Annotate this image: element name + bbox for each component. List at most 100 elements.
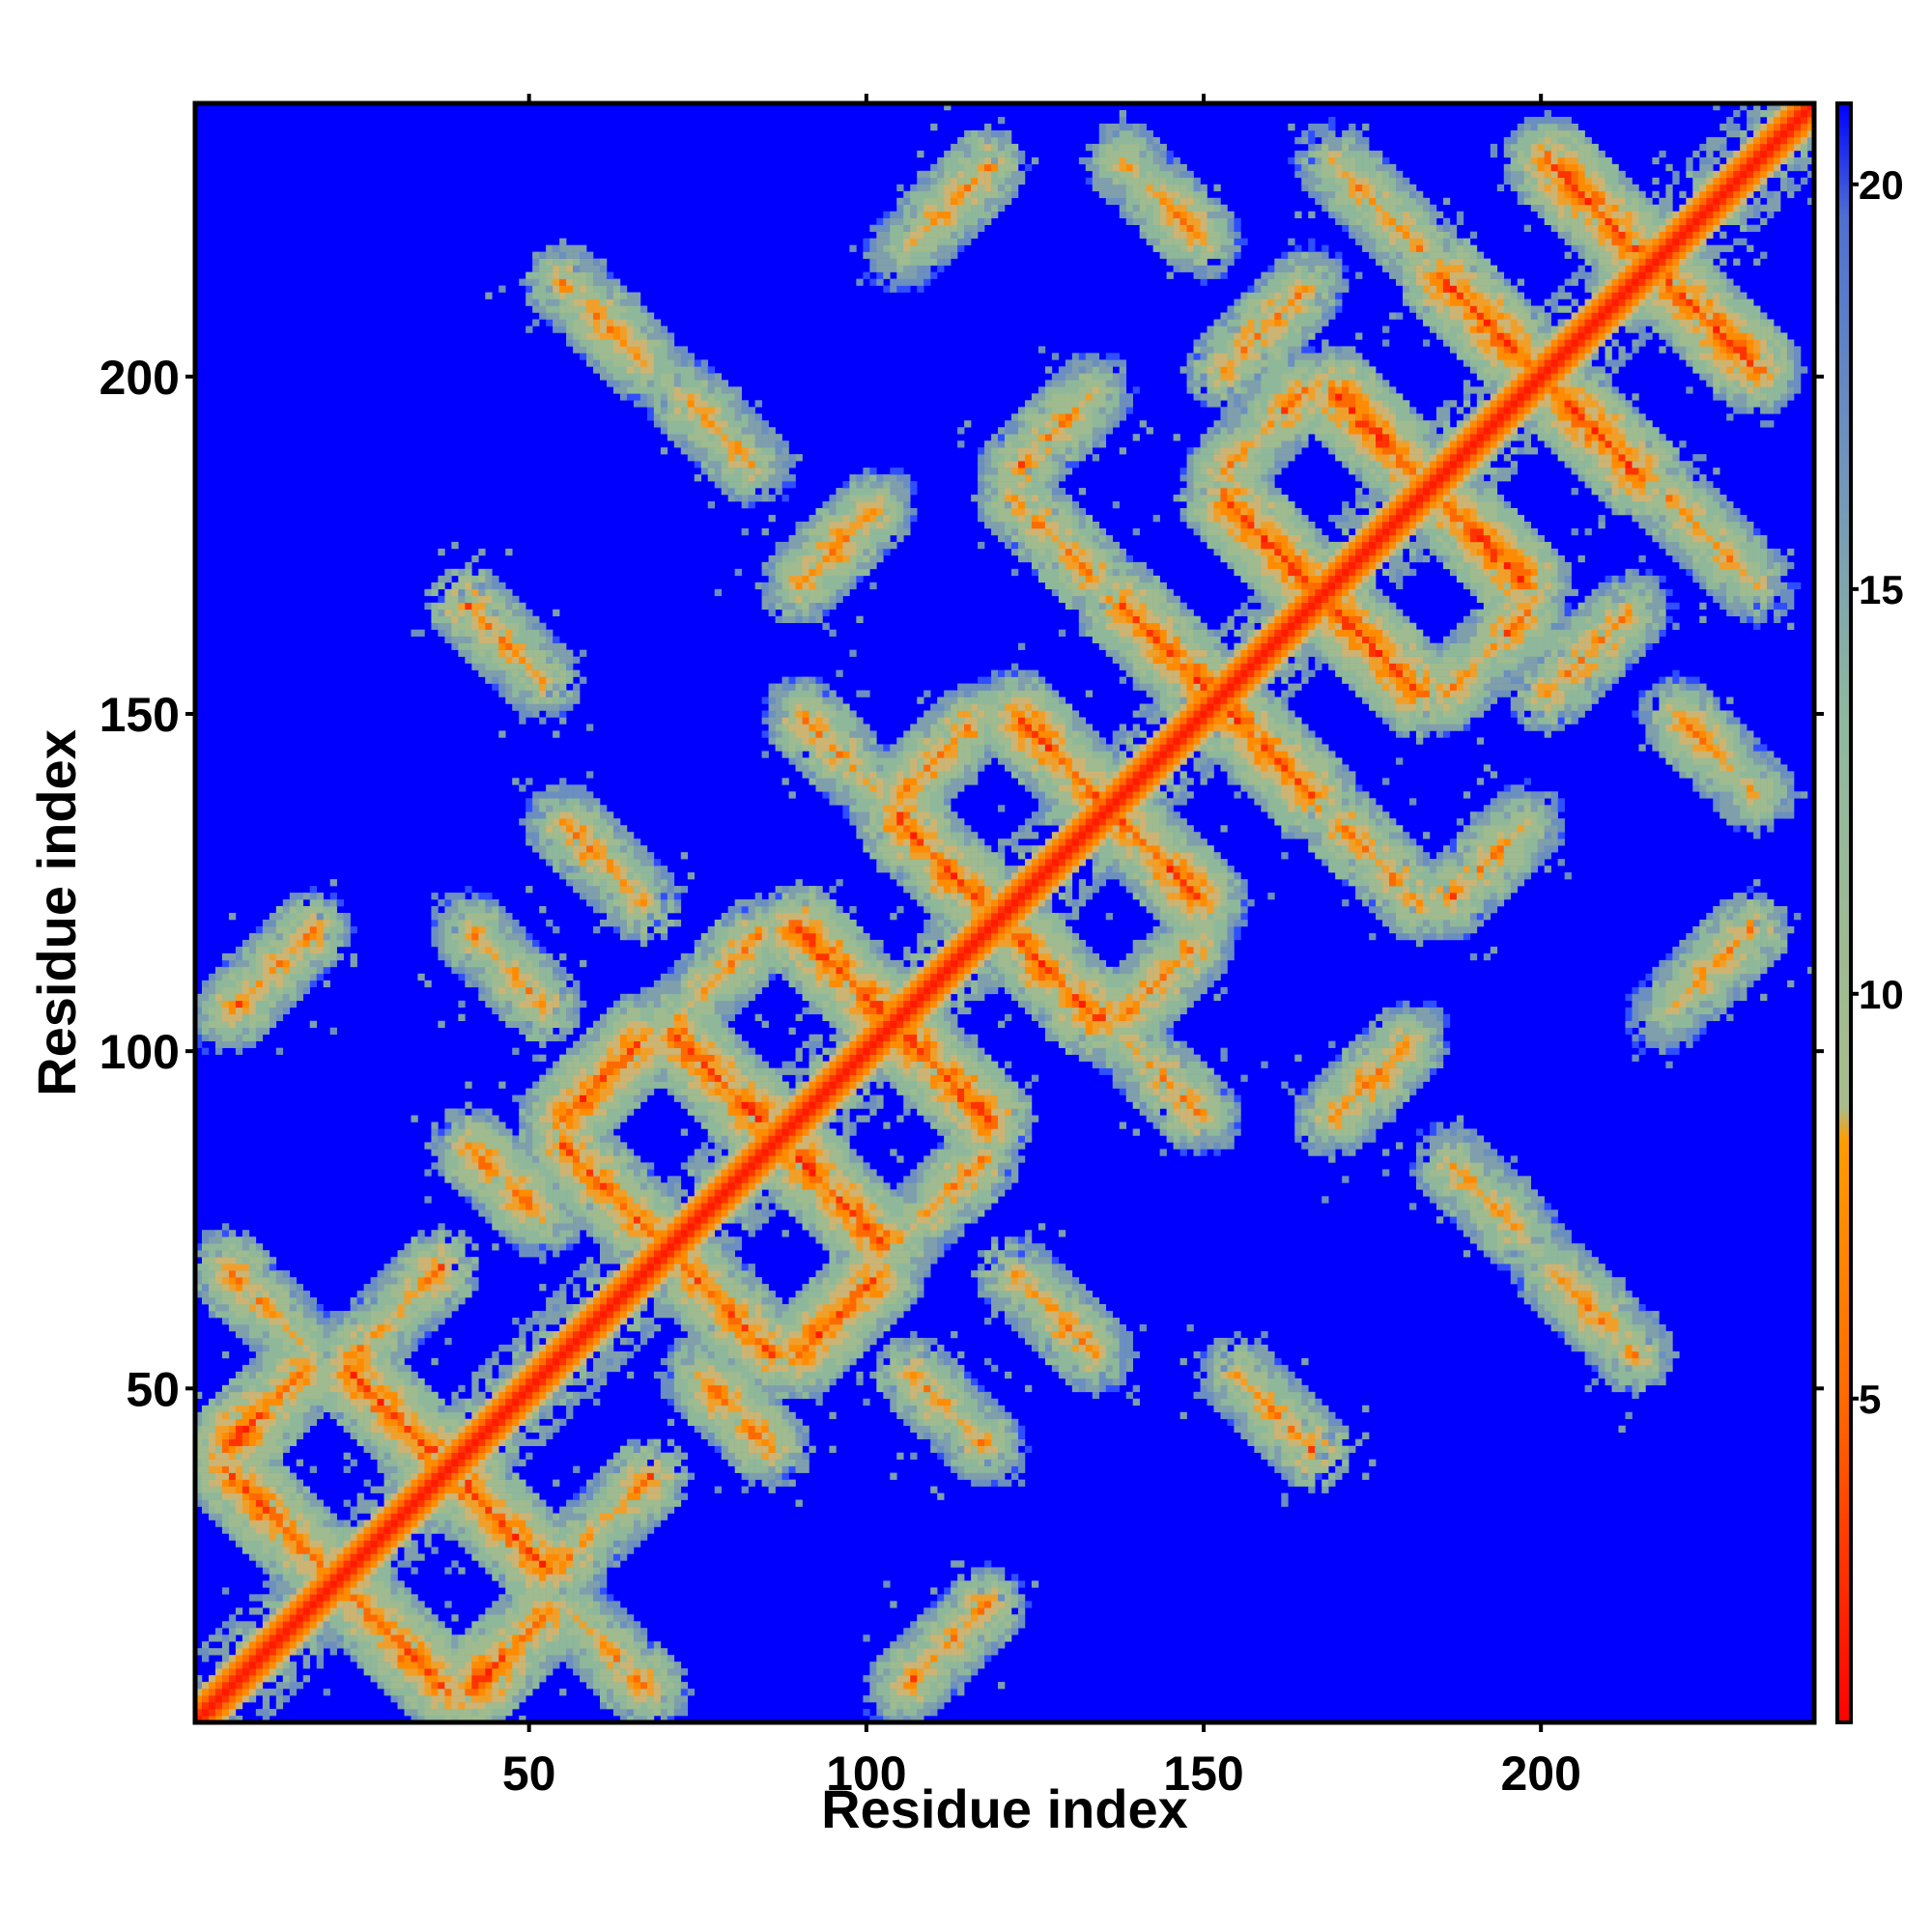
- heatmap-cell: [512, 704, 519, 711]
- heatmap-cell: [546, 960, 553, 967]
- heatmap-cell: [478, 1480, 485, 1487]
- heatmap-cell: [593, 1142, 600, 1149]
- heatmap-cell: [444, 926, 451, 933]
- heatmap-cell: [209, 1297, 215, 1304]
- heatmap-cell: [411, 1406, 417, 1412]
- heatmap-cell: [539, 1345, 546, 1351]
- heatmap-cell: [566, 1634, 573, 1641]
- heatmap-cell: [553, 805, 559, 811]
- heatmap-cell: [364, 1399, 371, 1406]
- heatmap-cell: [485, 926, 492, 933]
- heatmap-cell: [256, 1473, 263, 1480]
- heatmap-cell: [404, 1547, 411, 1553]
- heatmap-cell: [344, 1338, 351, 1345]
- heatmap-cell: [256, 1540, 263, 1547]
- heatmap-cell: [600, 1089, 607, 1095]
- heatmap-cell: [559, 1580, 566, 1587]
- heatmap-cell: [398, 1594, 405, 1601]
- heatmap-cell: [209, 1514, 215, 1520]
- heatmap-cell: [546, 1385, 553, 1392]
- heatmap-cell: [593, 1682, 600, 1689]
- heatmap-cell: [478, 1176, 485, 1182]
- heatmap-cell: [492, 616, 498, 623]
- heatmap-cell: [337, 1580, 344, 1587]
- heatmap-cell: [498, 1520, 505, 1527]
- heatmap-cell: [431, 1162, 438, 1169]
- heatmap-cell: [559, 1109, 566, 1116]
- heatmap-cell: [553, 1001, 559, 1008]
- heatmap-cell: [519, 967, 526, 974]
- heatmap-cell: [209, 1426, 215, 1433]
- heatmap-cell: [424, 1487, 431, 1493]
- heatmap-cell: [485, 610, 492, 616]
- heatmap-cell: [519, 926, 526, 933]
- heatmap-cell: [458, 1230, 465, 1236]
- heatmap-cell: [249, 1014, 256, 1021]
- heatmap-cell: [580, 879, 586, 886]
- heatmap-cell: [215, 1014, 222, 1021]
- heatmap-cell: [532, 1243, 539, 1250]
- heatmap-cell: [283, 1318, 290, 1324]
- heatmap-cell: [539, 1311, 546, 1318]
- heatmap-cell: [559, 1514, 566, 1520]
- heatmap-cell: [526, 286, 532, 293]
- heatmap-cell: [580, 266, 586, 272]
- heatmap-cell: [586, 1270, 593, 1277]
- heatmap-cell: [573, 1216, 580, 1223]
- heatmap-cell: [215, 994, 222, 1001]
- heatmap-cell: [600, 306, 607, 313]
- heatmap-cell: [310, 1641, 317, 1648]
- heatmap-cell: [249, 1533, 256, 1540]
- heatmap-cell: [317, 1311, 324, 1318]
- heatmap-cell: [532, 319, 539, 326]
- heatmap-cell: [586, 879, 593, 886]
- heatmap-cell: [593, 1601, 600, 1607]
- heatmap-cell: [593, 1230, 600, 1236]
- heatmap-cell: [263, 1412, 270, 1419]
- heatmap-cell: [384, 1304, 391, 1311]
- heatmap-cell: [222, 1500, 229, 1507]
- heatmap-cell: [451, 643, 458, 650]
- heatmap-cell: [505, 933, 512, 940]
- heatmap-cell: [283, 1426, 290, 1433]
- heatmap-cell: [317, 1406, 324, 1412]
- heatmap-cell: [526, 1230, 532, 1236]
- heatmap-cell: [600, 1331, 607, 1338]
- heatmap-cell: [485, 1189, 492, 1196]
- heatmap-cell: [566, 1216, 573, 1223]
- heatmap-cell: [532, 1493, 539, 1500]
- heatmap-cell: [539, 630, 546, 637]
- heatmap-cell: [310, 940, 317, 947]
- heatmap-cell: [573, 1189, 580, 1196]
- heatmap-cell: [586, 339, 593, 346]
- heatmap-cell: [424, 1392, 431, 1399]
- heatmap-cell: [444, 953, 451, 960]
- heatmap-cell: [297, 1412, 303, 1419]
- heatmap-cell: [438, 1406, 444, 1412]
- heatmap-cell: [532, 1520, 539, 1527]
- heatmap-cell: [317, 1634, 324, 1641]
- heatmap-cell: [317, 1607, 324, 1614]
- heatmap-cell: [600, 1466, 607, 1473]
- heatmap-cell: [404, 1378, 411, 1385]
- heatmap-cell: [546, 953, 553, 960]
- heatmap-cell: [229, 1662, 236, 1668]
- heatmap-cell: [438, 947, 444, 953]
- heatmap-cell: [512, 1001, 519, 1008]
- heatmap-cell: [478, 913, 485, 920]
- heatmap-cell: [526, 664, 532, 670]
- heatmap-cell: [236, 1406, 242, 1412]
- heatmap-cell: [357, 1533, 364, 1540]
- heatmap-cell: [290, 1567, 297, 1574]
- heatmap-cell: [586, 1128, 593, 1135]
- heatmap-cell: [539, 717, 546, 724]
- heatmap-cell: [559, 1169, 566, 1176]
- heatmap-cell: [573, 1533, 580, 1540]
- heatmap-cell: [283, 1419, 290, 1426]
- heatmap-cell: [539, 1142, 546, 1149]
- heatmap-cell: [444, 913, 451, 920]
- heatmap-cell: [371, 1607, 378, 1614]
- heatmap-cell: [539, 637, 546, 643]
- heatmap-cell: [600, 1372, 607, 1378]
- heatmap-cell: [249, 1453, 256, 1460]
